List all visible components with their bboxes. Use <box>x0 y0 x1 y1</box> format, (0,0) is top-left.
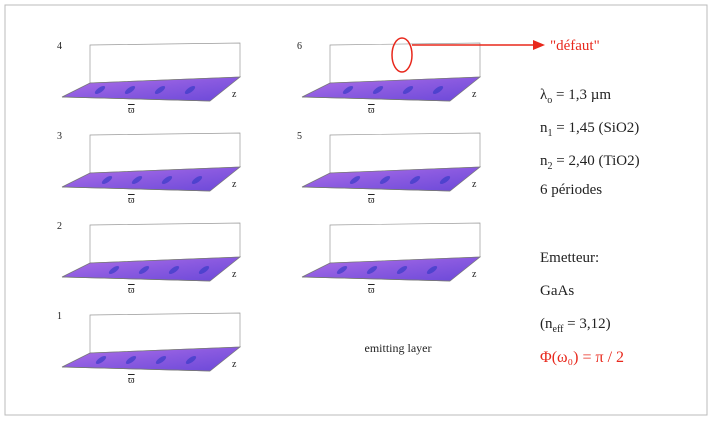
back-wall <box>90 43 240 83</box>
z-axis-label: z <box>232 269 237 280</box>
emitter-title: Emetteur: <box>540 250 599 266</box>
z-axis-label: z <box>232 89 237 100</box>
index-sub: eff <box>553 324 565 335</box>
index-open: (n <box>540 316 553 332</box>
emitter-material: GaAs <box>540 283 574 299</box>
surface-plot: 4 ϖ z <box>57 41 240 116</box>
panel-label: 4 <box>57 41 62 52</box>
emitter-phase: Φ(ω₀) = π / 2 <box>540 349 624 366</box>
surface-plot: 5 ϖ z <box>297 131 480 206</box>
back-wall <box>90 133 240 173</box>
arrow-head <box>533 40 545 50</box>
z-axis-label: z <box>232 359 237 370</box>
x-axis-label: ϖ <box>368 285 375 296</box>
surface-plot: 3 ϖ z <box>57 131 240 206</box>
parameter: n2 = 2,40 (TiO2) <box>540 153 640 172</box>
x-axis-label: ϖ <box>368 195 375 206</box>
figure: 4ϖz3ϖz2ϖz1ϖz6ϖz5ϖzϖz emitting layer "déf… <box>0 0 713 432</box>
parameter: λo = 1,3 µm <box>540 87 611 106</box>
back-wall <box>330 133 480 173</box>
parameter: n1 = 1,45 (SiO2) <box>540 120 639 139</box>
emitter-index: (neff = 3,12) <box>540 316 611 335</box>
x-axis-label: ϖ <box>128 285 135 296</box>
z-axis-label: z <box>472 179 477 190</box>
defect-marker <box>392 38 412 72</box>
parameter: 6 périodes <box>540 182 602 198</box>
x-axis-label: ϖ <box>368 105 375 116</box>
surface-plot: 6 ϖ z <box>297 41 480 116</box>
back-wall <box>90 313 240 353</box>
z-axis-label: z <box>232 179 237 190</box>
panel-label: 6 <box>297 41 302 52</box>
panel-label: 1 <box>57 311 62 322</box>
panel-label: 2 <box>57 221 62 232</box>
x-axis-label: ϖ <box>128 195 135 206</box>
param-text: = 1,3 µm <box>552 87 611 103</box>
surface-plot: 1 ϖ z <box>57 311 240 386</box>
back-wall <box>330 223 480 263</box>
back-wall <box>330 43 480 83</box>
param-text: = 1,45 (SiO2) <box>553 120 640 136</box>
param-text: = 2,40 (TiO2) <box>553 153 640 169</box>
x-axis-label: ϖ <box>128 105 135 116</box>
back-wall <box>90 223 240 263</box>
surface-plot: ϖz <box>302 223 480 296</box>
surface-plot: 2 ϖ z <box>57 221 240 296</box>
param-text: 6 périodes <box>540 182 602 198</box>
parameters: λo = 1,3 µm n1 = 1,45 (SiO2) n2 = 2,40 (Ti… <box>540 87 640 198</box>
panel-label: 5 <box>297 131 302 142</box>
z-axis-label: z <box>472 269 477 280</box>
x-axis-label: ϖ <box>128 375 135 386</box>
annotation: "défaut" <box>550 38 600 54</box>
z-axis-label: z <box>472 89 477 100</box>
index-rest: = 3,12) <box>563 316 610 332</box>
panel-label: 3 <box>57 131 62 142</box>
caption: emitting layer <box>365 341 432 355</box>
